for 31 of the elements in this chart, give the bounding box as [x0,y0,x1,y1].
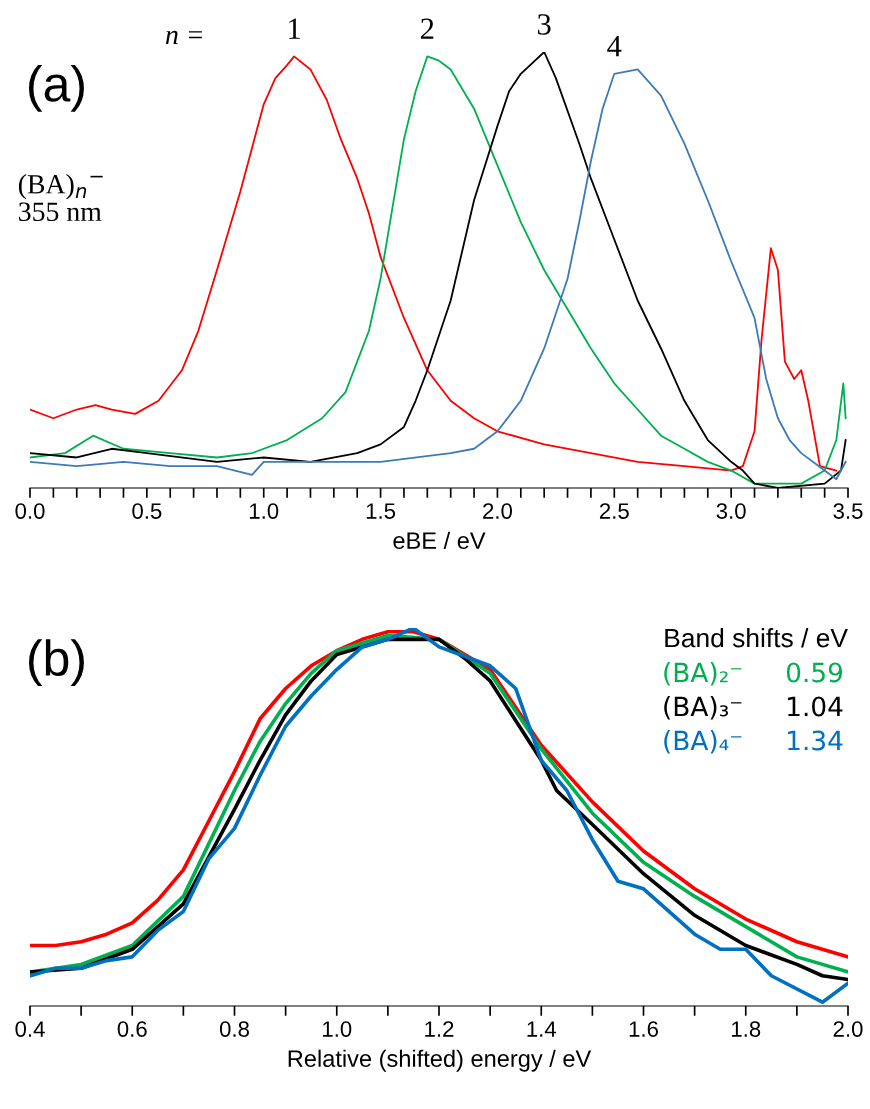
x-tick-label: 0.4 [15,1021,45,1037]
annotation: 4 [607,36,622,57]
text: (BA)₂⁻ 0.59 [664,662,843,686]
text: (BA)₃⁻ 1.04 [664,696,843,720]
x-tick-label: 3.5 [833,503,863,519]
annotation: (b) [29,639,84,686]
text: n = [165,30,202,44]
annotation: 3 [537,14,551,35]
x-tick-label: 1.6 [629,1021,658,1037]
x-tick-label: 2.0 [833,1021,863,1037]
x-tick-label: 0.5 [132,503,162,519]
x-tick-label: 1.0 [249,503,279,519]
x-tick-label: 2.0 [483,503,513,519]
x-axis-title: Relative (shifted) energy / eV [288,1049,592,1072]
x-tick-label: 3.0 [716,503,746,519]
annotation: (a) [29,65,84,112]
x-tick-label: 0.8 [219,1021,249,1037]
x-tick-label: 0.0 [15,503,45,519]
x-axis-title: eBE / eV [393,531,486,549]
x-tick-label: 1.2 [425,1021,454,1037]
text: (BA)$_{n}$$^{−}$ 355 nm [18,174,103,222]
x-tick-label: 0.6 [117,1021,147,1037]
annotation: 1 [289,18,300,39]
text: (BA)₄⁻ 1.34 [664,730,843,754]
x-tick-label: 1.0 [323,1021,352,1037]
x-tick-label: 1.4 [527,1021,557,1037]
annotation: 2 [421,18,434,39]
x-tick-label: 2.5 [599,503,629,519]
x-tick-label: 1.5 [366,503,396,519]
x-tick-label: 1.8 [732,1021,761,1037]
legend-title: Band shifts / eV [665,628,848,648]
